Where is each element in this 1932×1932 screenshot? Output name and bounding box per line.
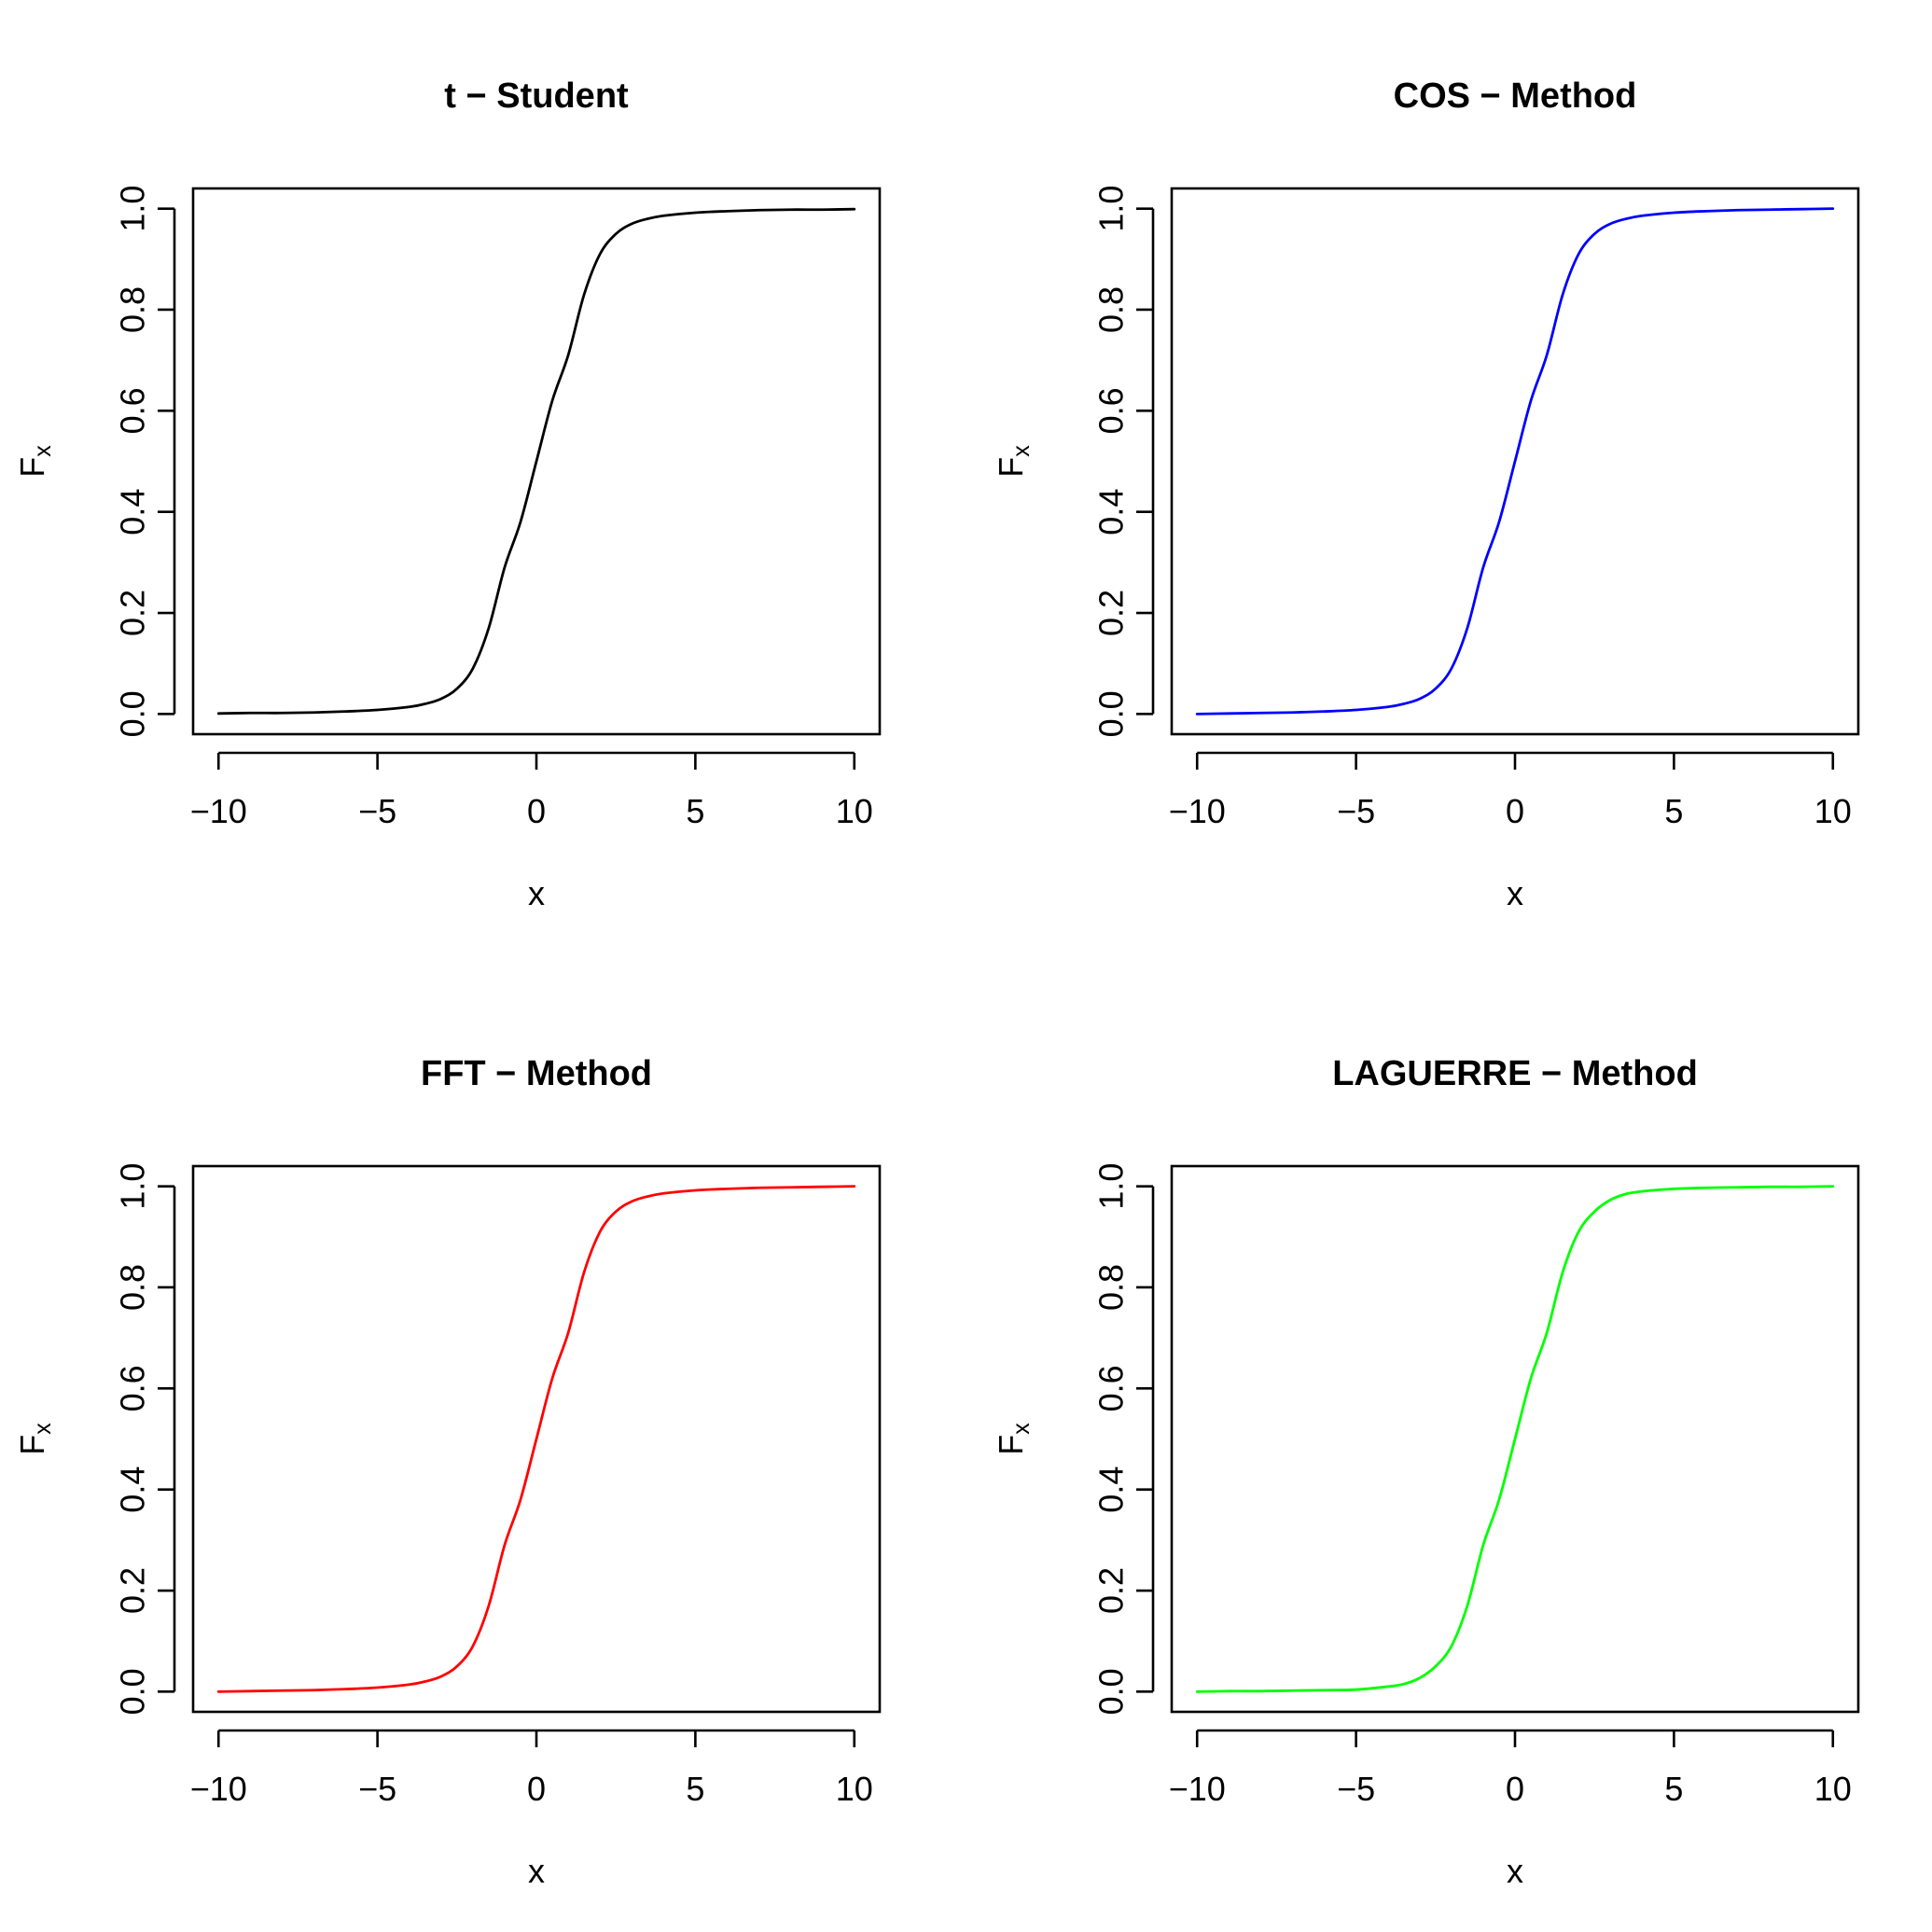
y-tick-label: 0.8: [114, 286, 152, 333]
y-tick-label: 0.4: [1092, 1466, 1131, 1513]
y-axis-label-main: F: [992, 457, 1030, 478]
y-tick-label: 1.0: [1092, 1163, 1131, 1210]
x-tick-label: −10: [1169, 792, 1226, 830]
y-tick-label: 0.2: [114, 590, 152, 636]
chart-title: COS − Method: [1394, 76, 1637, 116]
y-tick-label: 0.8: [1092, 1264, 1131, 1311]
x-axis-label: x: [528, 874, 545, 912]
y-axis-label: Fx: [992, 445, 1035, 478]
y-tick-label: 0.6: [114, 1365, 152, 1411]
series-line: [1195, 207, 1835, 716]
y-axis-label-subscript: x: [1008, 1423, 1035, 1435]
x-tick-label: −10: [1169, 1770, 1226, 1808]
series-line: [216, 1185, 856, 1693]
chart-panel-3: FFT − Method −10 −5 0 5 10 x 0.0 0.2 0.4 0.6 0.8 1.0…: [13, 1054, 882, 1890]
x-tick-label: 0: [527, 1770, 546, 1808]
chart-panel-2: COS − Method −10 −5 0 5 10 x 0.0 0.2 0.4 0.6 0.8 1.0…: [992, 76, 1860, 912]
y-tick-label: 0.2: [114, 1567, 152, 1614]
x-tick-label: −5: [1337, 792, 1375, 830]
y-tick-label: 0.0: [1092, 690, 1131, 737]
y-axis-label-subscript: x: [30, 445, 56, 457]
y-axis-label: Fx: [992, 1423, 1035, 1455]
y-tick-label: 0.4: [1092, 489, 1131, 535]
plot-frame: [191, 187, 882, 736]
x-tick-label: −10: [190, 1770, 247, 1808]
y-tick-label: 1.0: [114, 186, 152, 232]
y-tick-label: 0.6: [1092, 387, 1131, 434]
y-tick-label: 0.8: [1092, 286, 1131, 333]
y-tick-label: 0.0: [114, 690, 152, 737]
x-axis-label: x: [528, 1852, 545, 1890]
chart-title: t − Student: [444, 76, 629, 116]
x-tick-label: 5: [686, 792, 704, 830]
x-tick-label: 5: [686, 1770, 704, 1808]
x-tick-label: 0: [1506, 1770, 1524, 1808]
series-line: [216, 207, 856, 716]
y-tick-label: 0.6: [1092, 1365, 1131, 1411]
x-tick-label: 0: [1506, 792, 1524, 830]
x-tick-label: 0: [527, 792, 546, 830]
plot-frame: [191, 1164, 882, 1714]
y-tick-label: 0.4: [114, 1466, 152, 1513]
x-tick-label: 5: [1664, 792, 1683, 830]
x-axis-label: x: [1507, 1852, 1523, 1890]
x-tick-label: 10: [836, 1770, 873, 1808]
x-tick-label: −5: [358, 1770, 396, 1808]
y-tick-label: 0.2: [1092, 590, 1131, 636]
y-tick-label: 0.8: [114, 1264, 152, 1311]
x-tick-label: 10: [1814, 1770, 1852, 1808]
y-axis-label-main: F: [13, 1435, 51, 1455]
y-axis-label-main: F: [13, 457, 51, 478]
x-tick-label: 5: [1664, 1770, 1683, 1808]
y-axis-label-subscript: x: [1008, 445, 1035, 457]
chart-panel-4: LAGUERRE − Method −10 −5 0 5 10 x 0.0 0.2 0.4 0.6 0…: [992, 1054, 1860, 1890]
x-axis-label: x: [1507, 874, 1523, 912]
x-tick-label: 10: [836, 792, 873, 830]
plot-frame: [1170, 1164, 1860, 1714]
y-tick-label: 1.0: [114, 1163, 152, 1210]
x-tick-label: −5: [358, 792, 396, 830]
chart-title: LAGUERRE − Method: [1332, 1054, 1698, 1093]
y-tick-label: 0.0: [114, 1668, 152, 1715]
chart-panel-1: t − Student −10 −5 0 5 10 x 0.0 0.2 0.4 0.6 0.8 1.0 F…: [13, 76, 882, 912]
series-line: [1195, 1185, 1835, 1693]
y-axis-label: Fx: [13, 445, 56, 478]
chart-title: FFT − Method: [421, 1054, 652, 1093]
y-tick-label: 0.0: [1092, 1668, 1131, 1715]
y-tick-label: 1.0: [1092, 186, 1131, 232]
x-tick-label: −10: [190, 792, 247, 830]
y-axis-label: Fx: [13, 1423, 56, 1455]
y-tick-label: 0.4: [114, 489, 152, 535]
y-axis-label-subscript: x: [30, 1423, 56, 1435]
y-axis-label-main: F: [992, 1435, 1030, 1455]
y-tick-label: 0.2: [1092, 1567, 1131, 1614]
x-tick-label: 10: [1814, 792, 1852, 830]
plot-frame: [1170, 187, 1860, 736]
y-tick-label: 0.6: [114, 387, 152, 434]
x-tick-label: −5: [1337, 1770, 1375, 1808]
